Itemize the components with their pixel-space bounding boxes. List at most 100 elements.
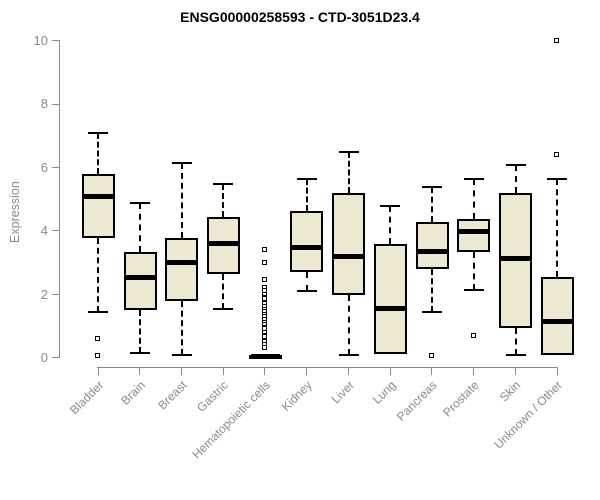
- y-tick: [52, 103, 60, 105]
- outlier-hematopoietic-cells: [262, 345, 268, 351]
- upper-whisker-liver: [347, 151, 350, 194]
- x-tick: [181, 367, 182, 375]
- upper-whisker-brain: [139, 202, 142, 252]
- outlier-unknown-other: [554, 152, 560, 158]
- lower-whisker-cap-liver: [338, 353, 359, 356]
- box-breast: [165, 237, 199, 301]
- lower-whisker-cap-gastric: [213, 307, 234, 310]
- upper-whisker-cap-liver: [338, 150, 359, 153]
- median-pancreas: [417, 249, 447, 255]
- box-brain: [123, 251, 157, 311]
- lower-whisker-cap-skin: [505, 353, 526, 356]
- upper-whisker-cap-skin: [505, 163, 526, 166]
- upper-whisker-cap-bladder: [88, 131, 109, 134]
- upper-whisker-lung: [389, 205, 392, 244]
- lower-whisker-cap-pancreas: [422, 311, 443, 314]
- upper-whisker-pancreas: [431, 186, 434, 222]
- outlier-unknown-other: [554, 38, 560, 43]
- upper-whisker-bladder: [97, 132, 100, 175]
- lower-whisker-kidney: [305, 272, 308, 292]
- outlier-hematopoietic-cells: [262, 247, 268, 253]
- x-axis-category-label: Pancreas: [394, 378, 441, 424]
- box-unknown-other: [540, 277, 574, 355]
- upper-whisker-cap-pancreas: [422, 185, 443, 188]
- box-pancreas: [415, 221, 449, 270]
- median-prostate: [459, 228, 489, 234]
- lower-whisker-cap-bladder: [88, 311, 109, 314]
- x-axis-category-label: Bladder: [67, 378, 107, 418]
- median-bladder: [83, 193, 113, 199]
- median-kidney: [292, 244, 322, 250]
- x-tick: [97, 367, 99, 375]
- x-axis-line: [97, 366, 559, 368]
- upper-whisker-prostate: [472, 178, 475, 219]
- outlier-pancreas: [429, 353, 435, 359]
- median-liver: [334, 254, 364, 260]
- upper-whisker-cap-breast: [171, 162, 192, 165]
- upper-whisker-breast: [180, 163, 183, 238]
- lower-whisker-liver: [347, 294, 350, 355]
- y-tick: [52, 230, 60, 232]
- y-tick: [52, 357, 60, 359]
- x-axis-category-label: Liver: [328, 378, 357, 407]
- upper-whisker-cap-prostate: [463, 177, 484, 180]
- upper-whisker-kidney: [305, 178, 308, 211]
- chart-title: ENSG00000258593 - CTD-3051D23.4: [180, 9, 420, 25]
- median-gastric: [208, 241, 238, 247]
- lower-whisker-cap-prostate: [463, 288, 484, 291]
- x-axis-category-label: Breast: [155, 378, 190, 413]
- x-tick: [514, 367, 516, 375]
- y-tick-label: 8: [40, 96, 48, 112]
- lower-whisker-gastric: [222, 273, 225, 309]
- upper-whisker-cap-brain: [130, 201, 151, 204]
- outlier-bladder: [95, 335, 101, 341]
- upper-whisker-cap-gastric: [213, 182, 234, 185]
- outlier-hematopoietic-cells: [262, 277, 268, 283]
- x-tick: [347, 367, 349, 375]
- upper-whisker-unknown-other: [556, 178, 559, 278]
- x-tick: [431, 367, 433, 375]
- y-tick: [52, 293, 60, 295]
- box-kidney: [290, 210, 324, 273]
- x-axis-category-label: Kidney: [278, 378, 315, 414]
- y-tick: [52, 167, 60, 169]
- upper-whisker-cap-kidney: [296, 177, 317, 180]
- x-tick: [264, 367, 266, 375]
- lower-whisker-cap-brain: [130, 352, 151, 355]
- upper-whisker-cap-unknown-other: [547, 177, 568, 180]
- lower-whisker-bladder: [97, 237, 100, 313]
- y-tick-label: 10: [33, 33, 48, 48]
- median-unknown-other: [542, 319, 572, 325]
- y-tick-label: 6: [40, 159, 48, 175]
- median-lung: [375, 306, 405, 312]
- lower-whisker-brain: [139, 310, 142, 354]
- outlier-hematopoietic-cells: [262, 259, 268, 265]
- x-axis-category-label: Prostate: [440, 378, 482, 420]
- x-tick: [389, 367, 391, 375]
- x-tick: [222, 367, 224, 375]
- upper-whisker-skin: [514, 164, 517, 194]
- median-skin: [501, 255, 531, 261]
- box-lung: [373, 243, 407, 354]
- lower-whisker-cap-kidney: [296, 290, 317, 293]
- median-hematopoietic-cells: [250, 353, 280, 359]
- y-axis-line: [59, 41, 60, 358]
- y-tick-label: 2: [40, 286, 48, 302]
- box-prostate: [457, 218, 491, 252]
- x-tick: [556, 367, 558, 375]
- outlier-prostate: [470, 332, 476, 338]
- x-tick: [473, 367, 475, 375]
- y-tick-label: 0: [40, 350, 48, 365]
- median-brain: [125, 274, 155, 280]
- x-axis-category-label: Brain: [118, 378, 148, 408]
- x-tick: [306, 367, 308, 375]
- lower-whisker-breast: [180, 300, 183, 355]
- lower-whisker-cap-breast: [171, 353, 192, 356]
- lower-whisker-pancreas: [431, 269, 434, 313]
- box-bladder: [81, 174, 115, 238]
- y-tick: [52, 40, 60, 42]
- x-axis-category-label: Skin: [497, 378, 524, 405]
- y-tick-label: 4: [40, 223, 48, 239]
- x-tick: [139, 367, 141, 375]
